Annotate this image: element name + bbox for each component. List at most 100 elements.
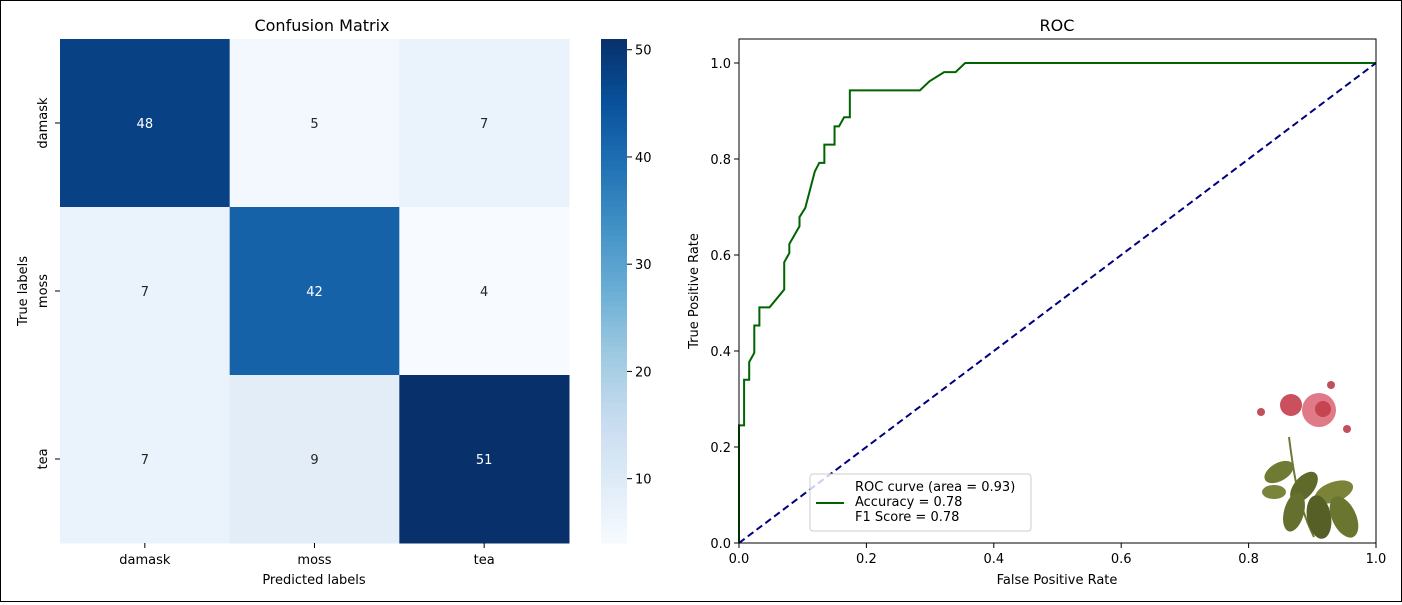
colorbar-segment bbox=[601, 44, 627, 50]
colorbar-segment bbox=[601, 341, 627, 348]
colorbar-segment bbox=[601, 532, 627, 539]
y-tick-label: 1.0 bbox=[710, 57, 731, 72]
colorbar-segment bbox=[601, 351, 627, 358]
colorbar-segment bbox=[601, 527, 627, 534]
x-tick-label: 0.6 bbox=[1111, 552, 1132, 567]
colorbar-segment bbox=[601, 64, 627, 70]
colorbar-segment bbox=[601, 139, 627, 146]
colorbar-segment bbox=[601, 316, 627, 322]
colorbar-segment bbox=[601, 422, 627, 428]
y-tick-label: 0.0 bbox=[710, 537, 731, 552]
roc-axes-frame bbox=[738, 38, 1377, 544]
colorbar-segment bbox=[601, 411, 627, 418]
colorbar-segment bbox=[601, 180, 627, 186]
heatmap-cell bbox=[60, 207, 231, 376]
colorbar-segment bbox=[601, 522, 627, 529]
colorbar-segment bbox=[601, 109, 627, 116]
colorbar-segment bbox=[601, 381, 627, 388]
roc-chart: 0.0 0.2 0.4 0.6 0.8 1.0 0.0 0.2 0.4 0.6 0.8 1.0 ROC … bbox=[710, 38, 1386, 567]
colorbar-segment bbox=[601, 185, 627, 191]
cell-value-label: 48 bbox=[137, 117, 154, 132]
heatmap-cell bbox=[229, 39, 400, 208]
cell-value-label: 9 bbox=[310, 453, 318, 468]
colorbar-tick-label: 30 bbox=[635, 258, 652, 273]
colorbar-segment bbox=[601, 492, 627, 499]
colorbar-segment bbox=[601, 260, 627, 267]
colorbar-segment bbox=[601, 175, 627, 181]
cell-value-label: 7 bbox=[141, 453, 149, 468]
heatmap-cell bbox=[229, 375, 400, 544]
colorbar-segment bbox=[601, 507, 627, 514]
colorbar-segment bbox=[601, 255, 627, 262]
colorbar-segment bbox=[601, 49, 627, 55]
colorbar-segment bbox=[601, 376, 627, 383]
roc-xlabel: False Positive Rate bbox=[997, 573, 1118, 588]
roc-curve-line bbox=[738, 62, 1376, 543]
y-tick-label: moss bbox=[36, 274, 51, 308]
colorbar-segment bbox=[601, 84, 627, 90]
heatmap-cell bbox=[60, 39, 231, 208]
colorbar-segment bbox=[601, 129, 627, 136]
colorbar-segment bbox=[601, 512, 627, 519]
cell-value-label: 7 bbox=[480, 117, 488, 132]
x-tick-label: 0.0 bbox=[729, 552, 750, 567]
colorbar-segment bbox=[601, 417, 627, 423]
colorbar-segment bbox=[601, 270, 627, 277]
colorbar-segment bbox=[601, 336, 627, 342]
colorbar-segment bbox=[601, 452, 627, 458]
colorbar-segment bbox=[601, 94, 627, 101]
colorbar: 10 20 30 40 50 bbox=[601, 39, 652, 544]
colorbar-segment bbox=[601, 280, 627, 287]
colorbar-segment bbox=[601, 230, 627, 237]
colorbar-tick-label: 50 bbox=[635, 44, 652, 59]
colorbar-segment bbox=[601, 331, 627, 337]
colorbar-segment bbox=[601, 291, 627, 297]
colorbar-segment bbox=[601, 250, 627, 257]
colorbar-segment bbox=[601, 119, 627, 126]
cell-value-label: 5 bbox=[310, 117, 318, 132]
colorbar-segment bbox=[601, 427, 627, 433]
colorbar-segment bbox=[601, 462, 627, 468]
colorbar-segment bbox=[601, 371, 627, 378]
y-tick-label: tea bbox=[36, 448, 51, 469]
colorbar-segment bbox=[601, 225, 627, 232]
colorbar-segment bbox=[601, 311, 627, 317]
cm-title: Confusion Matrix bbox=[254, 16, 389, 35]
cell-value-label: 7 bbox=[141, 285, 149, 300]
y-tick-label: 0.2 bbox=[710, 441, 731, 456]
colorbar-segment bbox=[601, 537, 627, 544]
colorbar-segment bbox=[601, 165, 627, 171]
colorbar-segment bbox=[601, 205, 627, 211]
x-tick-label: 0.4 bbox=[983, 552, 1004, 567]
colorbar-segment bbox=[601, 401, 627, 408]
colorbar-segment bbox=[601, 432, 627, 438]
colorbar-segment bbox=[601, 170, 627, 176]
roc-title: ROC bbox=[1040, 16, 1075, 35]
colorbar-segment bbox=[601, 200, 627, 206]
colorbar-segment bbox=[601, 54, 627, 60]
cm-ylabel: True labels bbox=[16, 256, 31, 327]
colorbar-segment bbox=[601, 190, 627, 196]
colorbar-segment bbox=[601, 406, 627, 413]
colorbar-segment bbox=[601, 59, 627, 65]
colorbar-segment bbox=[601, 366, 627, 373]
colorbar-segment bbox=[601, 79, 627, 85]
legend-entry: F1 Score = 0.78 bbox=[855, 510, 959, 525]
colorbar-segment bbox=[601, 497, 627, 504]
colorbar-segment bbox=[601, 144, 627, 151]
colorbar-segment bbox=[601, 296, 627, 302]
colorbar-segment bbox=[601, 477, 627, 484]
colorbar-segment bbox=[601, 159, 627, 166]
x-tick-label: moss bbox=[297, 553, 331, 568]
chance-diagonal-line bbox=[738, 62, 1377, 544]
colorbar-segment bbox=[601, 210, 627, 216]
heatmap-cell bbox=[60, 375, 231, 544]
colorbar-segment bbox=[601, 346, 627, 353]
x-tick-label: tea bbox=[474, 553, 495, 568]
colorbar-segment bbox=[601, 240, 627, 247]
heatmap-cell bbox=[399, 207, 570, 376]
colorbar-segment bbox=[601, 472, 627, 479]
heatmap-cell bbox=[229, 207, 400, 376]
colorbar-tick-label: 40 bbox=[635, 151, 652, 166]
